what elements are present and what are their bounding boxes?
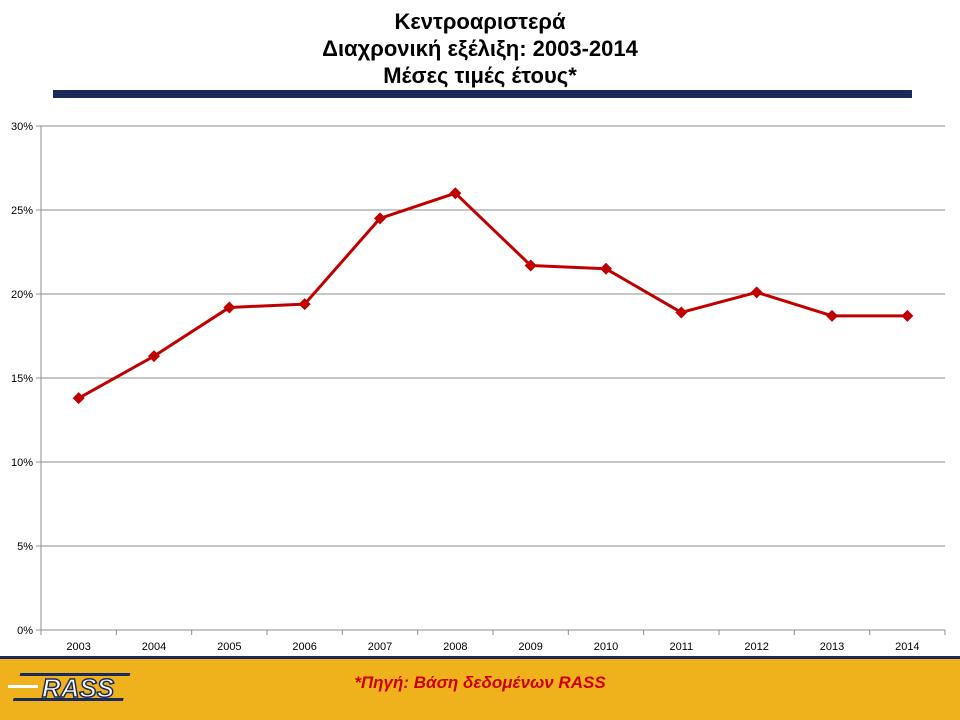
data-point-2004 [148, 350, 160, 363]
y-tick-label-5: 25% [11, 205, 33, 217]
axes [36, 125, 946, 635]
x-tick-label-2004: 2004 [142, 641, 166, 653]
x-tick-label-2010: 2010 [594, 641, 618, 653]
title-line-3: Μέσες τιμές έτους* [383, 63, 577, 88]
data-point-2012 [750, 286, 763, 299]
series-line [77, 191, 908, 400]
data-point-2013 [826, 309, 838, 322]
x-tick-label-2009: 2009 [518, 641, 542, 653]
y-tick-label-2: 10% [11, 457, 33, 469]
data-point-2008 [449, 187, 462, 200]
title-line-1: Κεντροαριστερά [394, 9, 566, 34]
x-tick-label-2013: 2013 [820, 641, 844, 653]
x-tick-label-2008: 2008 [443, 641, 467, 653]
x-tick-label-2006: 2006 [292, 641, 316, 653]
data-point-2014 [901, 309, 914, 322]
source-note: *Πηγή: Βάση δεδομένων RASS [354, 673, 606, 692]
x-tick-label-2014: 2014 [895, 641, 919, 653]
x-tick-labels: 2003 2004 2005 2006 2007 2008 2009 2010 2011 2012… [66, 641, 919, 653]
y-tick-label-0: 0% [17, 625, 33, 637]
line-chart: 0% 5% 10% 15% 20% 25% 30% 2003 2004 2005 2006 2007… [11, 121, 946, 653]
data-point-2009 [524, 259, 537, 272]
data-point-2011 [675, 306, 688, 319]
x-tick-label-2003: 2003 [66, 641, 90, 653]
data-point-2010 [600, 262, 612, 275]
data-markers [72, 187, 914, 405]
x-tick-label-2011: 2011 [670, 641, 694, 653]
data-point-2006 [298, 298, 311, 311]
y-tick-labels: 0% 5% 10% 15% 20% 25% 30% [11, 121, 33, 637]
x-tick-label-2007: 2007 [368, 641, 392, 653]
y-tick-label-1: 5% [17, 541, 33, 553]
footer-bar: RASS *Πηγή: Βάση δεδομένων RASS [0, 656, 960, 720]
series-line-0 [77, 191, 908, 400]
y-tick-label-3: 15% [11, 373, 33, 385]
title-divider [53, 90, 912, 98]
chart-title: Κεντροαριστερά Διαχρονική εξέλιξη: 2003-… [0, 8, 960, 89]
data-point-2007 [374, 212, 386, 225]
title-line-2: Διαχρονική εξέλιξη: 2003-2014 [322, 36, 638, 61]
y-tick-label-4: 20% [11, 289, 33, 301]
data-point-2005 [223, 301, 236, 314]
grid-lines [41, 125, 945, 631]
logo-text: RASS [42, 673, 115, 703]
y-tick-label-6: 30% [11, 121, 33, 133]
data-point-2003 [72, 392, 85, 405]
rass-logo: RASS [8, 672, 131, 704]
x-tick-label-2005: 2005 [217, 641, 241, 653]
x-tick-label-2012: 2012 [744, 641, 768, 653]
